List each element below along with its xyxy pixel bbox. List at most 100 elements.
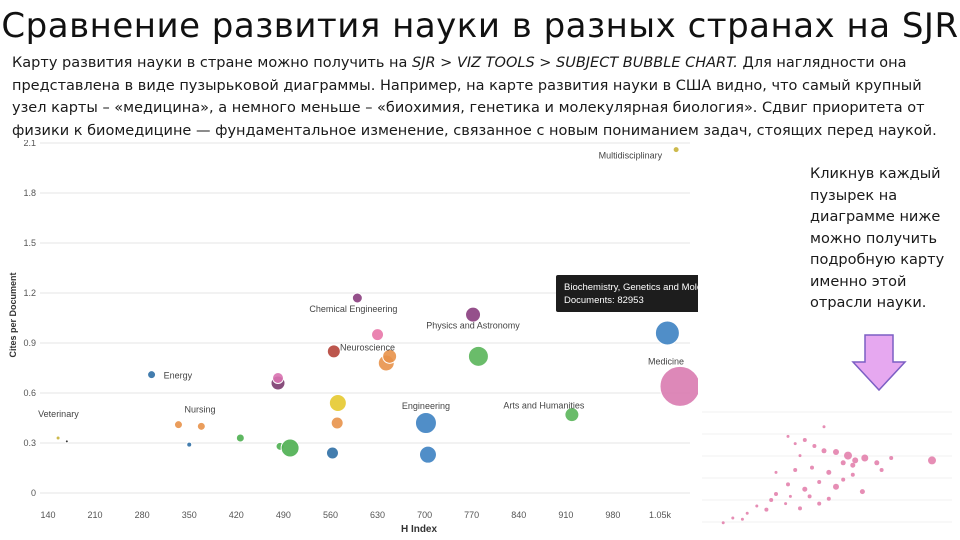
y-tick-label: 0.9: [23, 338, 36, 348]
subject-bubble-chart: Energy Nursing Chemical Engineering Neurosc…: [8, 140, 698, 535]
mini-bubble-chart-preview: [698, 404, 956, 536]
mini-bubble: [802, 438, 807, 442]
mini-bubble: [774, 492, 778, 496]
mini-bubble: [802, 486, 808, 492]
mini-bubble: [833, 449, 839, 455]
mini-bubble: [840, 460, 846, 466]
x-tick-label: 490: [276, 510, 291, 520]
y-tick-label: 1.8: [23, 188, 36, 198]
data-bubble[interactable]: [196, 421, 206, 431]
data-bubble[interactable]: [659, 365, 698, 407]
bubble-label: Veterinary: [38, 409, 79, 419]
mini-bubble: [812, 444, 817, 448]
chart-grid: [40, 142, 690, 494]
intro-text-end: Для наглядности она представлена в виде …: [12, 55, 937, 139]
data-bubble[interactable]: [328, 394, 347, 412]
x-tick-label: 840: [511, 510, 526, 520]
mini-bubble: [889, 456, 894, 460]
bubble-label: Neuroscience: [340, 343, 395, 353]
y-tick-label: 0.3: [23, 438, 36, 448]
mini-bubble: [764, 507, 769, 512]
intro-paragraph: Карту развития науки в стране можно полу…: [12, 52, 942, 142]
chart-bubbles: [55, 146, 698, 464]
data-bubble[interactable]: [465, 306, 482, 323]
mini-bubble: [740, 517, 744, 521]
bubble-label: Arts and Humanities: [503, 401, 585, 411]
y-tick-label: 1.2: [23, 288, 36, 298]
mini-bubble: [817, 480, 822, 484]
x-tick-label: 350: [182, 510, 197, 520]
data-bubble[interactable]: [325, 446, 339, 460]
data-bubble[interactable]: [382, 348, 398, 364]
bubble-label: Energy: [164, 371, 193, 381]
data-bubble[interactable]: [672, 146, 680, 154]
x-tick-label: 770: [464, 510, 479, 520]
tooltip-box: [556, 275, 698, 312]
mini-bubble: [928, 456, 936, 465]
bubble-label: Physics and Astronomy: [426, 321, 520, 331]
mini-bubble: [755, 504, 759, 508]
intro-text-start: Карту развития науки в стране можно полу…: [12, 55, 413, 71]
x-tick-label: 210: [88, 510, 103, 520]
mini-bubble: [874, 460, 880, 466]
y-tick-label: 0: [31, 488, 36, 498]
mini-bubble: [786, 482, 790, 487]
data-bubble[interactable]: [418, 445, 437, 464]
slide-title: Сравнение развития науки в разных страна…: [1, 6, 959, 46]
mini-bubble: [788, 494, 792, 498]
mini-bubble: [769, 498, 774, 502]
mini-bubble: [798, 454, 802, 458]
data-bubble[interactable]: [414, 412, 437, 434]
mini-bubble: [879, 468, 884, 472]
x-tick-label: 140: [40, 510, 55, 520]
mini-bubble: [784, 502, 788, 506]
chart-point-labels: Energy Nursing Chemical Engineering Neurosc…: [38, 151, 684, 419]
mini-bubble: [721, 521, 725, 525]
mini-bubble: [861, 454, 869, 462]
x-tick-label: 1.05k: [649, 510, 672, 520]
x-tick-label: 420: [229, 510, 244, 520]
data-bubble[interactable]: [326, 344, 341, 359]
bubble-label: Medicine: [648, 356, 684, 366]
bubble-label: Chemical Engineering: [309, 304, 397, 314]
data-bubble[interactable]: [173, 420, 183, 430]
y-tick-label: 1.5: [23, 238, 36, 248]
mini-bubble: [731, 516, 735, 520]
data-bubble[interactable]: [235, 433, 245, 443]
data-bubble[interactable]: [351, 292, 363, 304]
x-tick-label: 560: [323, 510, 338, 520]
x-tick-label: 980: [605, 510, 620, 520]
bubble-label: Nursing: [184, 405, 215, 415]
mini-bubble: [841, 477, 846, 482]
mini-bubble: [833, 483, 839, 490]
mini-bubble: [822, 425, 826, 429]
data-bubble[interactable]: [371, 328, 385, 342]
side-note: Кликнув каждый пузырек на диаграмме ниже…: [810, 166, 945, 311]
x-tick-label: 910: [558, 510, 573, 520]
data-bubble[interactable]: [467, 345, 489, 367]
mini-bubble: [826, 496, 831, 501]
data-bubble[interactable]: [272, 372, 285, 384]
x-axis-label: H Index: [401, 524, 438, 535]
tooltip-title: Biochemistry, Genetics and Molecular Bio…: [564, 282, 698, 293]
mini-bubble: [817, 501, 822, 506]
data-bubble[interactable]: [64, 439, 69, 444]
mini-bubble: [852, 457, 859, 464]
data-bubble[interactable]: [564, 407, 580, 423]
tooltip: Biochemistry, Genetics and Molecular Bio…: [556, 275, 698, 312]
data-bubble[interactable]: [330, 416, 344, 430]
mini-bubble: [745, 511, 749, 515]
y-tick-label: 2.1: [23, 140, 36, 148]
data-bubble[interactable]: [654, 320, 680, 346]
mini-bubble: [859, 489, 865, 495]
data-bubble[interactable]: [147, 370, 157, 380]
mini-bubble: [821, 448, 827, 454]
mini-bubble: [810, 465, 814, 470]
data-bubble[interactable]: [186, 441, 193, 448]
down-arrow-icon: [851, 334, 907, 392]
mini-bubble: [850, 462, 856, 468]
data-bubble[interactable]: [55, 435, 61, 441]
data-bubble[interactable]: [280, 438, 300, 458]
bubble-label: Multidisciplinary: [599, 151, 663, 161]
y-axis-label: Cites per Document: [8, 272, 18, 357]
